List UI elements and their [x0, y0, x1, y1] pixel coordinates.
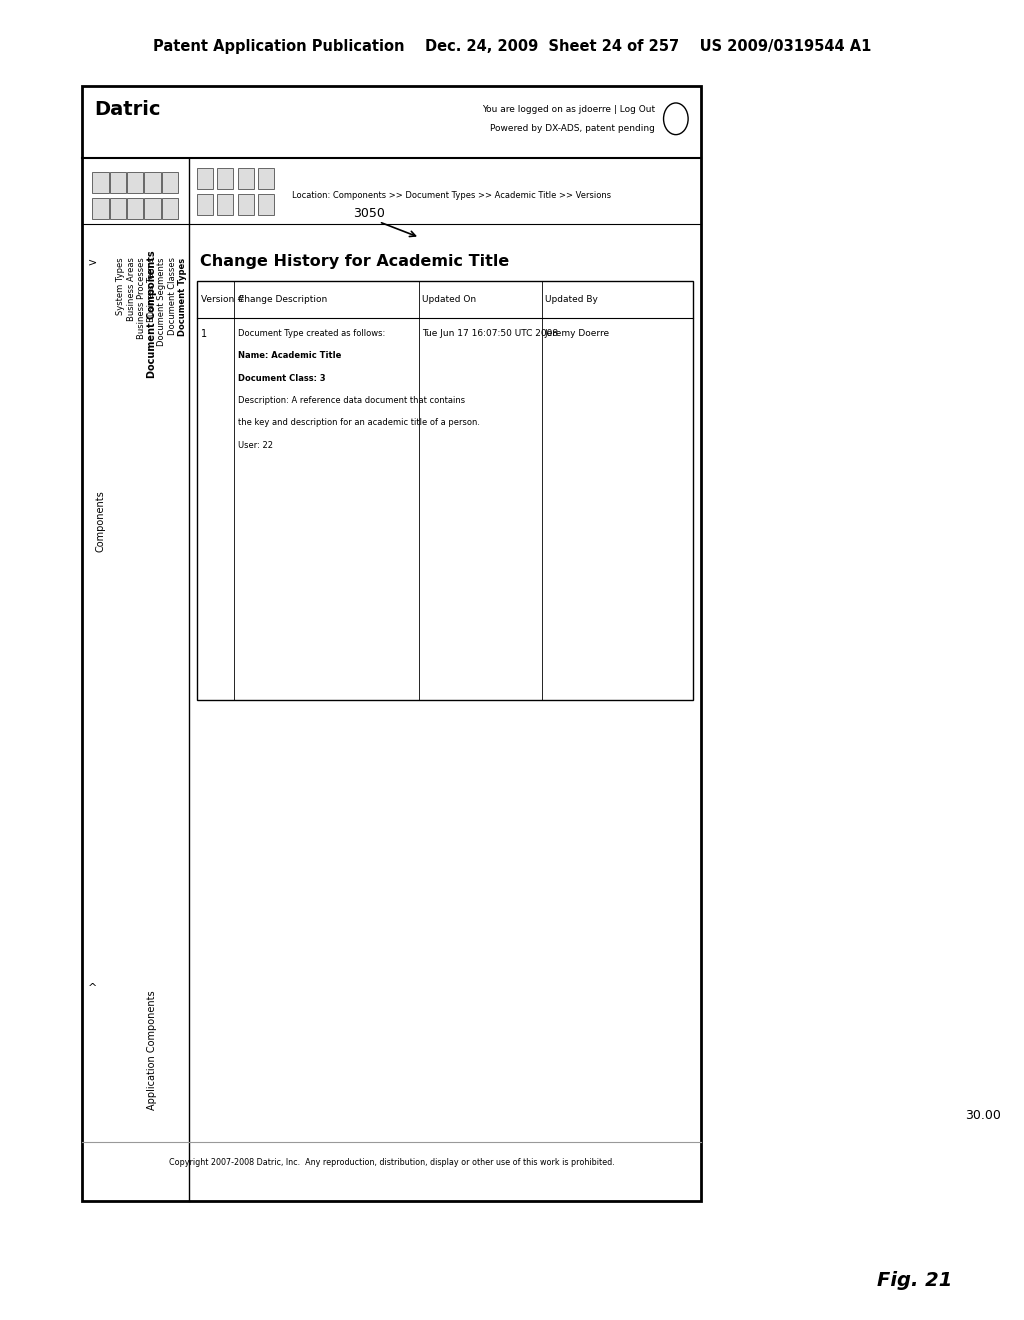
- Text: the key and description for an academic title of a person.: the key and description for an academic …: [238, 418, 479, 428]
- Text: Change Description: Change Description: [238, 296, 327, 304]
- Bar: [197, 194, 213, 215]
- Text: Document Segments: Document Segments: [158, 257, 166, 346]
- Bar: [238, 194, 254, 215]
- Text: Patent Application Publication    Dec. 24, 2009  Sheet 24 of 257    US 2009/0319: Patent Application Publication Dec. 24, …: [153, 38, 871, 54]
- Bar: [82, 86, 701, 1201]
- Text: Jeremy Doerre: Jeremy Doerre: [545, 329, 610, 338]
- Text: Document Classes: Document Classes: [168, 257, 176, 335]
- Text: User: 22: User: 22: [238, 441, 272, 450]
- Text: ^: ^: [87, 983, 97, 994]
- Text: Name: Academic Title: Name: Academic Title: [238, 351, 341, 360]
- Bar: [127, 172, 143, 193]
- Bar: [197, 168, 213, 189]
- Bar: [144, 198, 161, 219]
- Bar: [258, 194, 274, 215]
- Bar: [258, 168, 274, 189]
- Text: Business Processes: Business Processes: [137, 257, 145, 339]
- Text: Business Areas: Business Areas: [127, 257, 135, 321]
- Bar: [92, 198, 109, 219]
- Text: Updated By: Updated By: [545, 296, 598, 304]
- Text: 30.00: 30.00: [965, 1109, 1001, 1122]
- Bar: [238, 168, 254, 189]
- Text: Version #: Version #: [201, 296, 245, 304]
- Text: 3050: 3050: [352, 207, 385, 220]
- Text: Datric: Datric: [94, 100, 161, 119]
- Bar: [217, 168, 233, 189]
- Bar: [197, 281, 693, 700]
- Text: Components: Components: [95, 491, 105, 552]
- Text: Document Components: Document Components: [146, 251, 157, 379]
- Text: Application Components: Application Components: [146, 990, 157, 1110]
- Text: Copyright 2007-2008 Datric, Inc.  Any reproduction, distribution, display or oth: Copyright 2007-2008 Datric, Inc. Any rep…: [169, 1158, 614, 1167]
- Text: Change History for Academic Title: Change History for Academic Title: [200, 253, 509, 269]
- Text: Fig. 21: Fig. 21: [877, 1271, 952, 1290]
- Bar: [127, 198, 143, 219]
- Bar: [162, 172, 178, 193]
- Text: Updated On: Updated On: [422, 296, 476, 304]
- Text: Document Class: 3: Document Class: 3: [238, 374, 326, 383]
- Text: Document Type created as follows:: Document Type created as follows:: [238, 329, 385, 338]
- Text: Business Terms: Business Terms: [147, 257, 156, 322]
- Text: Location: Components >> Document Types >> Academic Title >> Versions: Location: Components >> Document Types >…: [292, 191, 611, 199]
- Text: System Types: System Types: [117, 257, 125, 315]
- Bar: [92, 172, 109, 193]
- Text: 1: 1: [201, 329, 207, 339]
- Text: Description: A reference data document that contains: Description: A reference data document t…: [238, 396, 465, 405]
- Bar: [110, 172, 126, 193]
- Bar: [217, 194, 233, 215]
- Bar: [110, 198, 126, 219]
- Bar: [144, 172, 161, 193]
- Text: Powered by DX-ADS, patent pending: Powered by DX-ADS, patent pending: [490, 124, 655, 132]
- Text: Tue Jun 17 16:07:50 UTC 2008: Tue Jun 17 16:07:50 UTC 2008: [422, 329, 558, 338]
- Text: Document Types: Document Types: [178, 257, 186, 335]
- Text: >: >: [87, 257, 97, 268]
- Bar: [162, 198, 178, 219]
- Text: You are logged on as jdoerre | Log Out: You are logged on as jdoerre | Log Out: [482, 106, 655, 114]
